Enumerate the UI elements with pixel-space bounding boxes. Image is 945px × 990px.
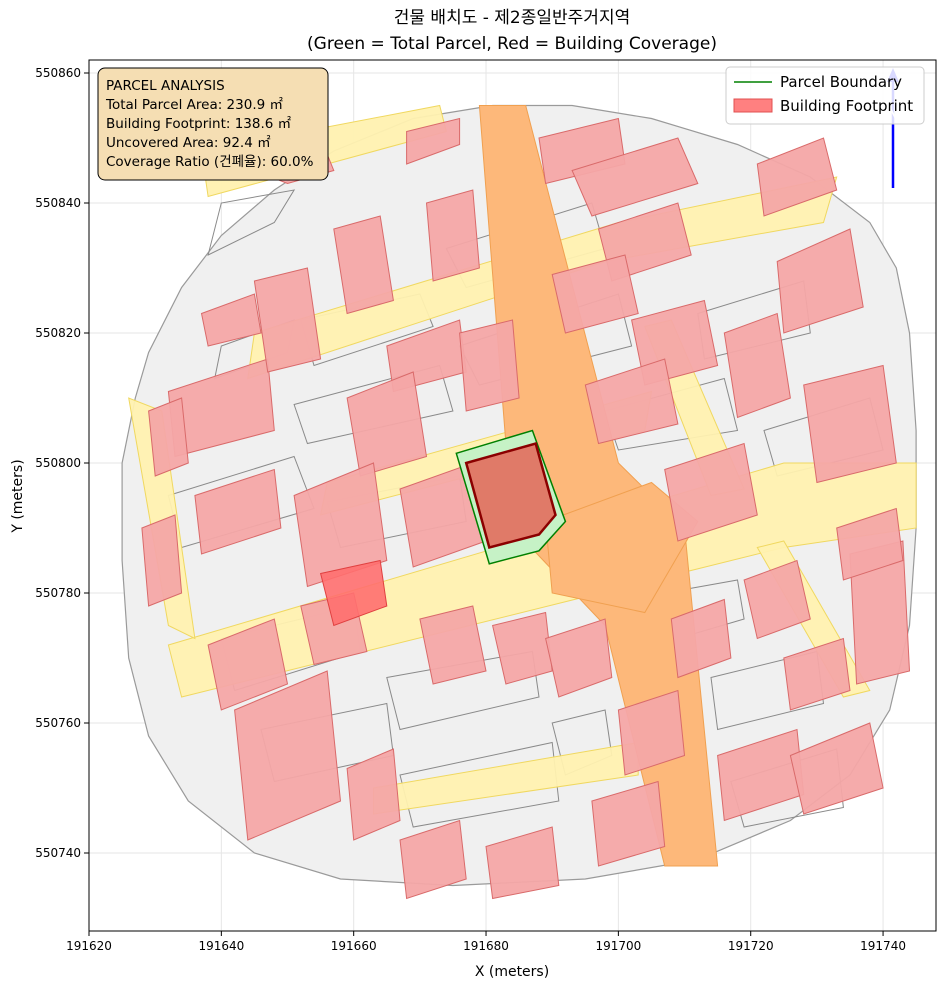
building: [419, 605, 487, 685]
building: [346, 748, 401, 841]
building: [571, 137, 699, 217]
parcel-block: [710, 650, 825, 731]
x-tick-label: 191620: [66, 939, 112, 953]
building: [333, 215, 394, 315]
building: [617, 689, 686, 776]
building: [399, 819, 467, 900]
legend-footprint-patch: [733, 98, 773, 113]
building: [200, 293, 262, 347]
building: [459, 319, 520, 412]
building: [492, 611, 553, 685]
building: [148, 397, 189, 477]
building: [485, 826, 560, 900]
parcel-block: [207, 189, 296, 256]
info-line-coverage: Coverage Ratio (건폐율): 60.0%: [106, 154, 314, 170]
building: [789, 722, 884, 815]
x-tick-label: 191720: [728, 939, 774, 953]
building: [194, 468, 282, 555]
chart-title-line1: 건물 배치도 - 제2종일반주거지역: [394, 8, 630, 28]
y-tick-label: 550860: [35, 66, 81, 80]
y-axis-label: Y (meters): [10, 459, 26, 533]
x-axis: 191620 191640 191660 191680 191700 191720 1917…: [66, 931, 906, 953]
road-intersection: [545, 481, 699, 614]
x-axis-label: X (meters): [475, 964, 549, 980]
building: [425, 189, 480, 282]
y-tick-label: 550740: [35, 846, 81, 860]
y-axis: 550740 550760 550780 550800 550820 550840 5508…: [35, 66, 89, 860]
building: [253, 267, 322, 373]
legend-parcel-label: Parcel Boundary: [780, 73, 902, 91]
building: [207, 618, 289, 711]
axes-frame: [88, 59, 937, 932]
y-tick-label: 550840: [35, 196, 81, 210]
building: [756, 137, 838, 217]
legend: Parcel Boundary Building Footprint: [725, 66, 925, 125]
parcel-analysis-box: PARCEL ANALYSIS Total Parcel Area: 230.9…: [97, 67, 329, 181]
building: [346, 371, 428, 477]
building: [591, 780, 666, 867]
target-building-footprint: [464, 441, 557, 550]
x-tick-label: 191680: [463, 939, 509, 953]
y-tick-label: 550820: [35, 326, 81, 340]
chart-title-line2: (Green = Total Parcel, Red = Building Co…: [307, 34, 717, 54]
building: [406, 117, 461, 165]
building: [545, 618, 613, 698]
main-road: [478, 105, 719, 867]
x-tick-label: 191660: [331, 939, 377, 953]
highlighted-building: [319, 559, 388, 627]
building: [670, 598, 732, 679]
x-tick-label: 191740: [860, 939, 906, 953]
y-tick-label: 550800: [35, 456, 81, 470]
info-box-title: PARCEL ANALYSIS: [106, 78, 225, 94]
building: [293, 462, 388, 588]
building: [584, 358, 679, 445]
building: [664, 442, 758, 542]
info-line-footprint: Building Footprint: 138.6 ㎡: [106, 116, 292, 132]
map-layer: [121, 104, 917, 900]
x-tick-label: 191640: [198, 939, 244, 953]
y-tick-label: 550760: [35, 716, 81, 730]
building: [783, 637, 851, 711]
info-line-uncovered: Uncovered Area: 92.4 ㎡: [106, 135, 271, 151]
y-tick-label: 550780: [35, 586, 81, 600]
building: [836, 507, 904, 581]
building: [723, 312, 791, 419]
info-line-total-area: Total Parcel Area: 230.9 ㎡: [105, 97, 283, 113]
building: [743, 559, 811, 640]
x-tick-label: 191700: [595, 939, 641, 953]
building: [234, 670, 342, 841]
legend-footprint-label: Building Footprint: [780, 97, 913, 115]
building: [551, 254, 639, 334]
building: [776, 228, 864, 334]
building: [141, 514, 183, 607]
parcel-block: [399, 741, 560, 828]
building: [803, 364, 897, 484]
